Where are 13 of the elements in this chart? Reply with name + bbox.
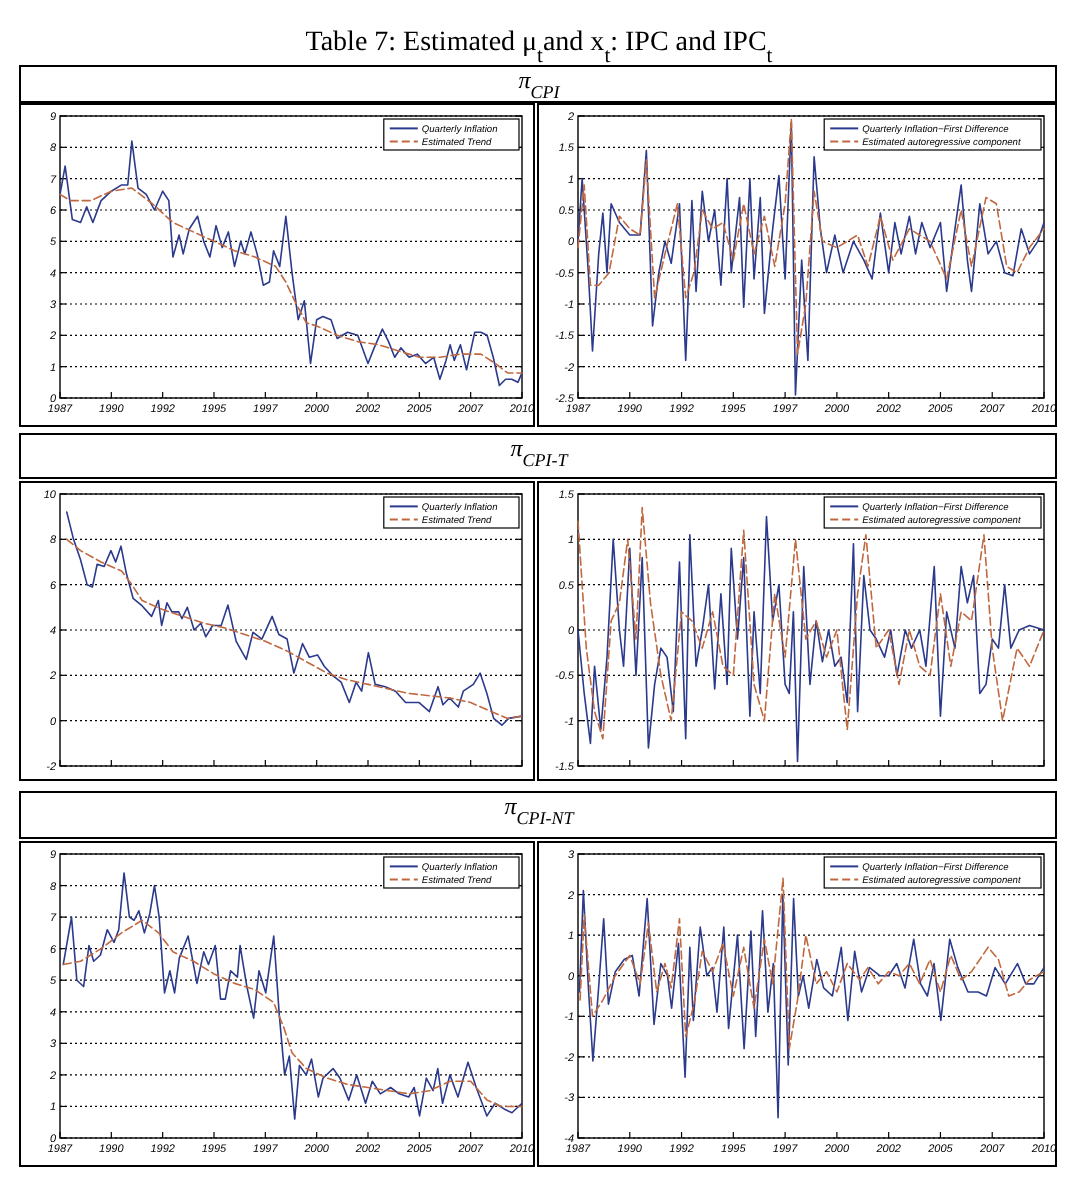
- chart-subtitle: π$_{CPI-T}$: [510, 434, 570, 470]
- line-series: [65, 511, 523, 726]
- chart-subtitle: π$_{CPI-NT}$: [504, 792, 576, 828]
- chart-subtitle: π$_{CPI}$: [518, 66, 562, 102]
- line-series: [62, 872, 523, 1120]
- line-series: [577, 118, 1045, 355]
- chart-title: Table 7: Estimated μ$_{t}$and x$_{t}$: IPC and IPC$_{t}$: [305, 28, 773, 67]
- line-series: [62, 919, 523, 1108]
- line-series: [59, 187, 523, 374]
- line-series: [65, 538, 523, 720]
- line-series: [59, 140, 523, 387]
- line-series: [579, 877, 1045, 1050]
- line-series: [578, 889, 1045, 1119]
